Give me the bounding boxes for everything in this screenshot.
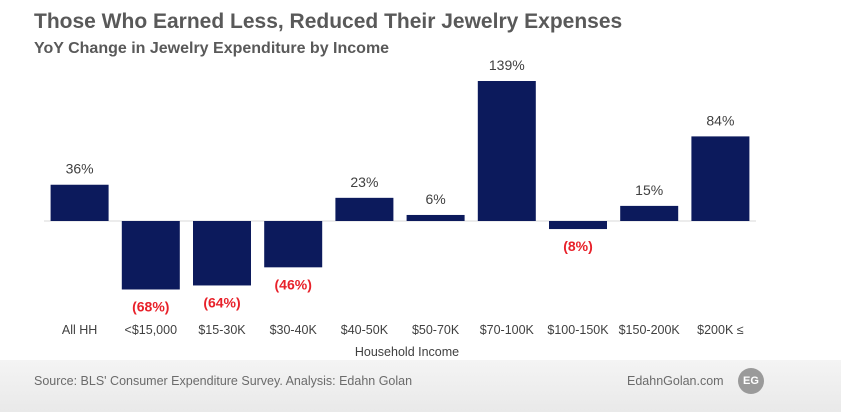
- x-tick-label: All HH: [62, 323, 97, 337]
- x-axis-title: Household Income: [355, 345, 459, 359]
- brand-logo: EG: [738, 368, 764, 394]
- source-note: Source: BLS' Consumer Expenditure Survey…: [34, 374, 413, 388]
- x-tick-label: $15-30K: [198, 323, 246, 337]
- data-label: 23%: [350, 174, 378, 190]
- data-label: (46%): [275, 276, 312, 292]
- bar: [477, 81, 536, 221]
- bar: [193, 221, 251, 286]
- chart-subtitle: YoY Change in Jewelry Expenditure by Inc…: [34, 40, 390, 57]
- x-tick-label: $40-50K: [341, 323, 389, 337]
- data-label: 6%: [425, 191, 445, 207]
- x-tick-label: $150-200K: [619, 323, 681, 337]
- bar: [620, 205, 679, 221]
- bar: [50, 184, 109, 221]
- data-label: 84%: [706, 112, 734, 128]
- x-tick-label: $100-150K: [547, 323, 609, 337]
- x-tick-label: <$15,000: [125, 323, 178, 337]
- x-tick-label: $200K ≤: [697, 323, 744, 337]
- bar: [335, 197, 394, 221]
- bar: [121, 221, 180, 290]
- data-label: (64%): [203, 294, 240, 310]
- data-label: (68%): [132, 298, 169, 314]
- data-label: (8%): [563, 238, 593, 254]
- data-label: 139%: [489, 57, 525, 73]
- bar: [549, 221, 607, 230]
- bar: [691, 136, 750, 221]
- data-label: 15%: [635, 182, 663, 198]
- bar: [406, 214, 465, 221]
- footer-bar: Source: BLS' Consumer Expenditure Survey…: [0, 360, 841, 412]
- data-label: 36%: [66, 161, 94, 177]
- x-tick-label: $70-100K: [480, 323, 535, 337]
- x-tick-label: $50-70K: [412, 323, 460, 337]
- x-tick-label: $30-40K: [270, 323, 318, 337]
- brand-link[interactable]: EdahnGolan.com: [627, 374, 724, 388]
- bar: [264, 221, 323, 268]
- bar-chart: 36% (68%) (64%) (46%) 23% 6% 139% (8%) 15% 84% Al…: [44, 57, 756, 359]
- chart-title: Those Who Earned Less, Reduced Their Jew…: [34, 10, 623, 33]
